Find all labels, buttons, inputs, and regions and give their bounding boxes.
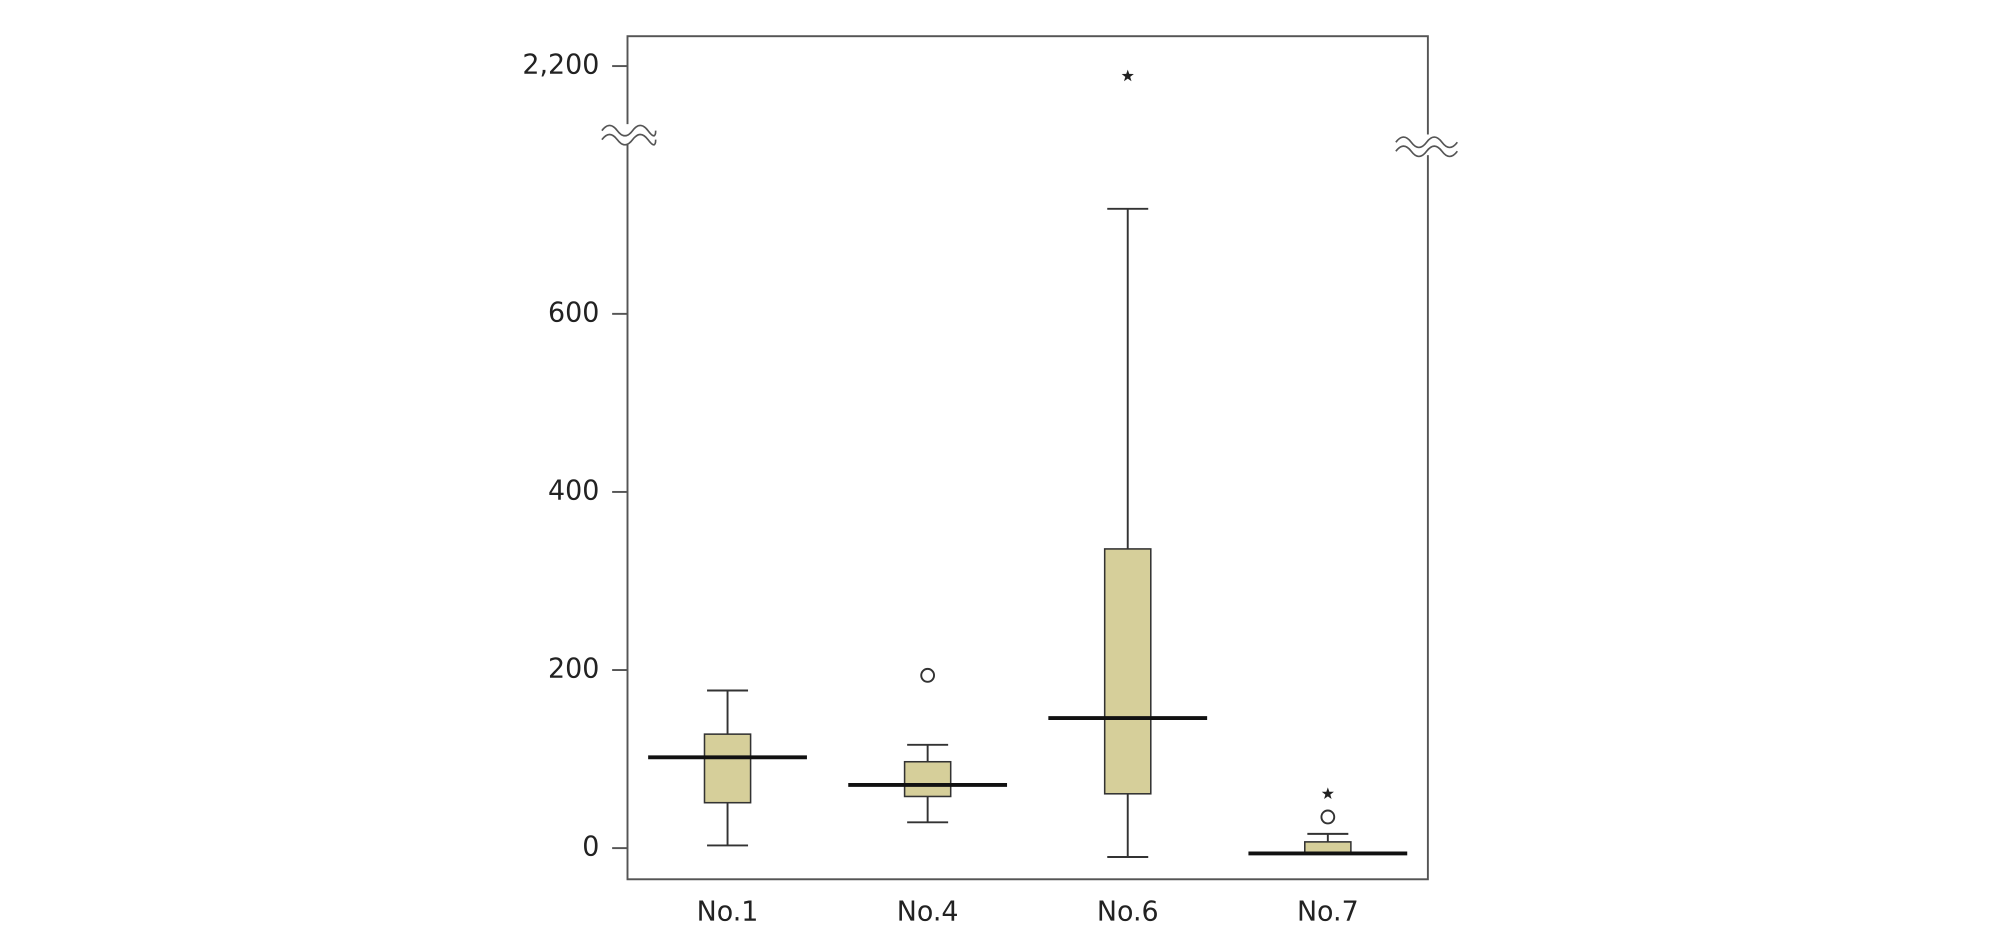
axis-break-left (599, 124, 659, 146)
y-tick-label: 600 (548, 297, 599, 328)
x-tick-label: No.4 (897, 896, 959, 927)
y-tick-label: 400 (548, 475, 599, 506)
y-tick-label: 2,200 (522, 49, 599, 80)
extreme (1321, 787, 1334, 800)
outlier (920, 667, 936, 683)
x-tick-label: No.1 (697, 896, 759, 927)
x-tick-label: No.7 (1297, 896, 1359, 927)
box (903, 760, 952, 798)
box (703, 733, 752, 804)
plot-frame (626, 35, 1429, 881)
extreme (1121, 69, 1134, 82)
outlier (1320, 809, 1336, 825)
y-tick-label: 200 (548, 653, 599, 684)
axis-break-right (1395, 134, 1459, 158)
x-tick-label: No.6 (1097, 896, 1159, 927)
y-tick-label: 0 (582, 832, 599, 863)
box (1103, 548, 1152, 795)
